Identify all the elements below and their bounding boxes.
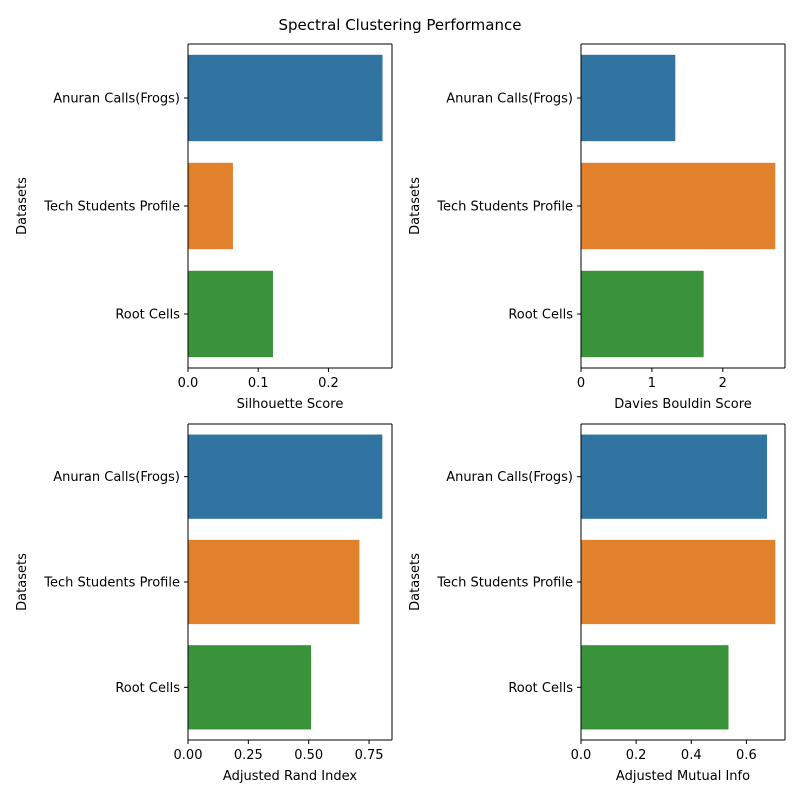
x-tick-label: 0.25 [234, 748, 263, 763]
bar-1 [188, 434, 383, 519]
y-tick-label: Root Cells [508, 308, 573, 323]
y-tick-label: Anuran Calls(Frogs) [53, 92, 180, 107]
bar-1 [188, 54, 383, 142]
x-tick-label: 0.0 [571, 748, 592, 763]
x-tick-label: 0.75 [355, 748, 384, 763]
y-tick-label: Tech Students Profile [43, 200, 180, 215]
y-tick-label: Tech Students Profile [43, 576, 180, 591]
bar-2 [581, 539, 776, 625]
subplot-3: Anuran Calls(Frogs) Tech Students Profile… [15, 423, 393, 784]
x-tick-label: 0.50 [294, 748, 323, 763]
bar-2 [188, 539, 360, 625]
bar-3 [188, 645, 312, 730]
bar-3 [188, 270, 273, 358]
y-tick-label: Anuran Calls(Frogs) [53, 470, 180, 485]
subplot-1: Anuran Calls(Frogs) Tech Students Profile… [15, 43, 393, 412]
x-tick-label: 1 [648, 376, 656, 391]
y-tick-label: Root Cells [115, 681, 180, 696]
y-tick-label: Tech Students Profile [436, 576, 573, 591]
x-tick-label: 0.0 [178, 376, 199, 391]
y-tick-label: Tech Students Profile [436, 200, 573, 215]
subplot-2: Anuran Calls(Frogs) Tech Students Profile… [408, 43, 786, 412]
y-axis-label: Datasets [408, 553, 423, 611]
y-tick-label: Anuran Calls(Frogs) [446, 92, 573, 107]
bar-3 [581, 270, 704, 358]
y-axis-label: Datasets [408, 177, 423, 235]
x-tick-label: 0.2 [318, 376, 339, 391]
x-tick-label: 0.2 [626, 748, 647, 763]
y-axis-label: Datasets [15, 553, 30, 611]
x-tick-label: 0.4 [681, 748, 702, 763]
bar-1 [581, 54, 676, 142]
x-axis-label: Silhouette Score [237, 397, 344, 412]
chart-title: Spectral Clustering Performance [279, 16, 522, 34]
x-axis-label: Adjusted Rand Index [223, 769, 357, 784]
x-tick-label: 0.6 [736, 748, 757, 763]
subplots: Anuran Calls(Frogs) Tech Students Profile… [15, 43, 786, 784]
y-axis-label: Datasets [15, 177, 30, 235]
bar-1 [581, 434, 768, 519]
x-tick-label: 0 [577, 376, 585, 391]
x-tick-label: 0.1 [248, 376, 269, 391]
x-axis-label: Adjusted Mutual Info [616, 769, 750, 784]
y-tick-label: Root Cells [115, 308, 180, 323]
bar-3 [581, 645, 729, 730]
subplot-4: Anuran Calls(Frogs) Tech Students Profile… [408, 423, 786, 784]
y-tick-label: Anuran Calls(Frogs) [446, 470, 573, 485]
x-tick-label: 0.00 [174, 748, 203, 763]
x-axis-label: Davies Bouldin Score [614, 397, 752, 412]
bar-2 [188, 162, 233, 250]
bar-2 [581, 162, 776, 250]
x-tick-label: 2 [719, 376, 727, 391]
y-tick-label: Root Cells [508, 681, 573, 696]
